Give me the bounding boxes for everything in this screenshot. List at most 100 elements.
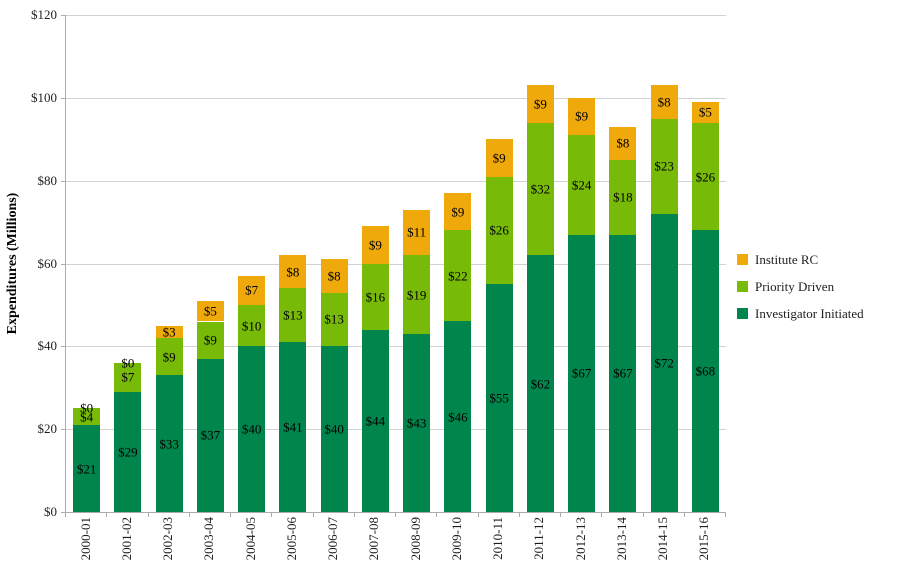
bar-segment-investigator-initiated [238,346,266,512]
bar-value-label: $32 [530,181,551,197]
bar-segment-investigator-initiated [485,284,513,512]
bar-value-label: $72 [654,355,674,371]
bar-segment-institute-rc [526,85,554,123]
bar-value-label: $13 [324,311,344,327]
x-tick-mark [147,512,149,517]
bar-value-label: $11 [407,224,427,240]
y-tick-label: $60 [37,255,58,271]
bar-value-label: $0 [121,355,135,371]
y-tick-mark [61,15,65,16]
x-tick-mark [106,512,108,517]
bar-2002-03 [155,15,183,512]
gridline-20 [66,429,726,431]
legend-item-investigator-initiated: Investigator Initiated [737,307,864,320]
x-tick-label-2012-13: 2012-13 [572,517,588,561]
gridline-80 [66,180,726,182]
y-tick-label: $100 [31,89,57,105]
bar-value-label: $22 [448,268,468,284]
y-tick-mark [61,512,65,513]
bar-2005-06 [279,15,307,512]
bar-segment-institute-rc [238,275,266,305]
gridline-120 [66,15,726,16]
bar-segment-priority-driven [691,122,719,231]
bar-segment-priority-driven [320,292,348,347]
bar-segment-priority-driven [485,176,513,285]
x-tick-mark [65,512,66,517]
bar-value-label: $13 [283,307,303,323]
bar-segment-investigator-initiated [691,230,719,512]
y-tick-mark [61,429,65,431]
bar-segment-priority-driven [114,362,142,392]
bar-segment-institute-rc [650,85,678,119]
x-tick-label-2006-07: 2006-07 [325,517,341,561]
bar-value-label: $43 [406,415,427,431]
x-tick-label-2008-09: 2008-09 [407,517,423,561]
bar-segment-investigator-initiated [568,234,596,512]
bar-value-label: $68 [695,363,716,379]
bar-segment-investigator-initiated [361,329,389,512]
bar-value-label: $0 [80,400,94,416]
bar-segment-investigator-initiated [403,333,431,512]
gridline-60 [66,263,726,265]
bar-value-label: $9 [162,349,176,365]
bar-value-label: $5 [698,104,712,120]
bar-value-label: $19 [406,287,427,303]
x-tick-label-2003-04: 2003-04 [201,517,217,561]
bar-2015-16 [691,15,719,512]
bar-segment-priority-driven [650,118,678,214]
bar-2009-10 [444,15,472,512]
bar-segment-institute-rc [568,97,596,136]
y-tick-label: $40 [37,338,58,354]
bar-segment-investigator-initiated [444,321,472,512]
bar-2006-07 [320,15,348,512]
bar-segment-institute-rc [155,325,183,339]
bar-2001-02 [114,15,142,512]
bar-value-label: $33 [159,436,179,452]
bar-2010-11 [485,15,513,512]
bar-2003-04 [196,15,224,512]
bar-value-label: $40 [324,421,344,437]
bar-value-label: $9 [533,96,547,112]
x-tick-label-2002-03: 2002-03 [160,517,176,561]
y-tick-mark [61,263,65,265]
bar-2014-15 [650,15,678,512]
bar-value-label: $46 [448,409,468,425]
bar-segment-investigator-initiated [196,358,224,512]
y-tick-label: $0 [44,504,57,519]
bar-segment-priority-driven [196,321,224,359]
bar-segment-institute-rc [279,255,307,289]
y-tick-label: $20 [37,421,58,437]
bar-value-label: $26 [695,169,716,185]
bar-segment-priority-driven [609,159,637,235]
bar-segment-investigator-initiated [114,391,142,512]
bar-value-label: $10 [241,318,262,334]
bar-value-label: $8 [327,268,341,284]
bar-value-label: $26 [489,222,509,238]
bar-value-label: $16 [365,289,386,305]
legend-label: Institute RC [755,252,819,267]
bar-2004-05 [238,15,266,512]
bar-segment-institute-rc [196,300,224,322]
x-tick-mark [353,512,355,517]
x-tick-mark [560,512,561,517]
bar-value-label: $18 [613,189,633,205]
gridline-100 [66,97,726,99]
bar-segment-priority-driven [444,230,472,322]
x-tick-label-2010-11: 2010-11 [490,517,506,560]
bar-segment-investigator-initiated [526,255,554,512]
bar-segment-investigator-initiated [609,234,637,512]
bar-2013-14 [609,15,637,512]
bar-segment-institute-rc [691,101,719,123]
bar-value-label: $8 [286,264,300,280]
y-tick-mark [61,97,65,99]
bar-segment-institute-rc [361,226,389,264]
x-tick-mark [642,512,644,517]
legend-item-priority-driven: Priority Driven [737,280,864,293]
x-tick-mark [477,512,479,517]
x-tick-mark [683,512,685,517]
bar-value-label: $8 [616,135,630,151]
x-tick-label-2007-08: 2007-08 [366,517,382,561]
x-tick-label-2014-15: 2014-15 [655,517,671,561]
bar-value-label: $67 [613,365,633,381]
x-tick-label-2005-06: 2005-06 [283,517,299,561]
